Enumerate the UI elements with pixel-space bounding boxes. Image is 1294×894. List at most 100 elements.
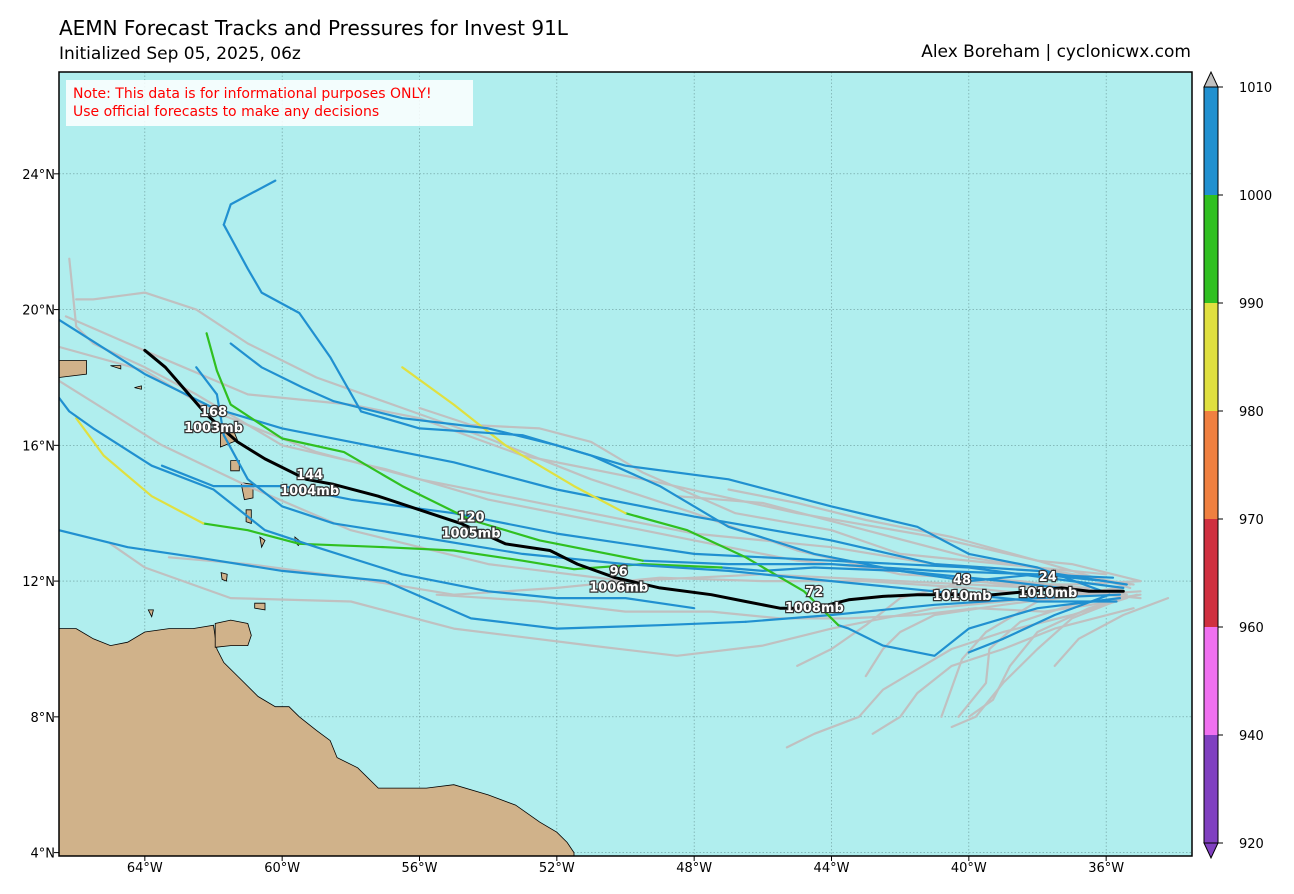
colorbar-label: 920	[1239, 837, 1264, 852]
x-tick-label: 48°W	[676, 861, 712, 876]
chart-subtitle: Initialized Sep 05, 2025, 06z	[59, 44, 301, 64]
disclaimer-background	[66, 80, 473, 126]
land-polygon	[110, 365, 122, 370]
member-track-gray	[675, 495, 1132, 586]
member-track-segment	[202, 522, 723, 571]
axis-ticks: 64°W 60°W 56°W 52°W 48°W 44°W 40°W 36°W 4°N 8°N 12…	[22, 168, 1124, 876]
x-tick-label: 64°W	[127, 861, 163, 876]
x-tick-label: 44°W	[814, 861, 850, 876]
member-track-gray	[167, 556, 1122, 596]
member-track-gray	[796, 579, 1091, 668]
disclaimer-box: Note: This data is for informational pur…	[66, 80, 473, 126]
pressure-label: 1010mb	[1018, 586, 1077, 601]
disclaimer-line-1: Note: This data is for informational pur…	[73, 86, 432, 102]
y-tick-label: 16°N	[22, 439, 55, 454]
land-polygon	[220, 572, 228, 582]
colorbar-segment	[1204, 519, 1218, 627]
member-track-gray	[727, 488, 1142, 583]
pressure-label: 1005mb	[441, 526, 500, 541]
y-tick-label: 12°N	[22, 575, 55, 590]
colorbar-label: 970	[1239, 513, 1264, 528]
member-track-segment	[160, 464, 1125, 590]
colorbar-frame	[1203, 86, 1219, 844]
forecast-hour-label: 144	[296, 468, 323, 483]
land-polygon	[147, 609, 154, 618]
member-track-segment	[59, 529, 747, 630]
x-tick-label: 52°W	[539, 861, 575, 876]
member-track-segment	[624, 512, 840, 627]
forecast-hour-label: 168	[200, 405, 227, 420]
colorbar-segment	[1204, 87, 1218, 195]
member-track-gray	[59, 379, 1142, 600]
forecast-hour-label: 24	[1039, 570, 1057, 585]
member-track-gray	[109, 542, 1142, 657]
member-track-segment	[59, 318, 1128, 586]
member-track-segment	[401, 366, 627, 515]
member-track-segment	[205, 332, 644, 562]
map-frame	[58, 71, 1193, 857]
mean-track	[143, 348, 1125, 610]
colorbar-over-arrow	[1203, 70, 1219, 88]
y-tick-label: 24°N	[22, 168, 55, 183]
gridlines	[59, 72, 1192, 856]
member-track-segment	[215, 393, 1118, 603]
land-polygon	[254, 602, 266, 611]
pressure-label: 1010mb	[932, 589, 991, 604]
member-track-segment	[59, 396, 696, 610]
y-tick-label: 4°N	[31, 847, 56, 862]
x-tick-label: 60°W	[264, 861, 300, 876]
member-track-segment	[967, 593, 1111, 654]
pressure-label: 1004mb	[280, 484, 339, 499]
colored-member-tracks	[59, 179, 1128, 657]
colorbar-label: 980	[1239, 405, 1264, 420]
forecast-hour-label: 48	[953, 573, 971, 588]
forecast-hour-label: 72	[805, 585, 823, 600]
disclaimer-line-2: Use official forecasts to make any decis…	[73, 104, 379, 120]
land-polygon	[214, 619, 252, 648]
colorbar-label: 960	[1239, 621, 1264, 636]
member-track-gray	[418, 406, 1108, 576]
member-track-segment	[75, 417, 205, 525]
mean-track-line	[143, 348, 1125, 610]
colorbar-segment	[1204, 627, 1218, 735]
member-track-segment	[837, 596, 1122, 657]
member-track-gray	[967, 593, 1139, 718]
colorbar-label: 1000	[1239, 189, 1272, 204]
colorbar-segment	[1204, 735, 1218, 843]
land-polygon	[59, 360, 87, 378]
pressure-label: 1008mb	[785, 601, 844, 616]
chart-title: AEMN Forecast Tracks and Pressures for I…	[59, 16, 568, 40]
forecast-hour-label: 96	[610, 565, 628, 580]
colorbar-segment	[1204, 195, 1218, 303]
pressure-colorbar: 920 940 960 970 980 990 1000 1010	[1203, 70, 1272, 860]
y-tick-label: 8°N	[31, 711, 56, 726]
member-track-gray	[1053, 596, 1170, 668]
land-polygon	[59, 624, 575, 856]
member-track-gray	[435, 593, 1115, 620]
colorbar-under-arrow	[1203, 842, 1219, 860]
member-track-segment	[195, 366, 218, 396]
pressure-label: 1006mb	[589, 581, 648, 596]
x-tick-label: 36°W	[1088, 861, 1124, 876]
colorbar-label: 990	[1239, 297, 1264, 312]
member-track-gray	[871, 607, 1135, 735]
member-track-segment	[222, 223, 1091, 593]
y-tick-label: 20°N	[22, 304, 55, 319]
track-labels: 241010mb481010mb721008mb961006mb1201005m…	[183, 404, 1079, 617]
colorbar-label: 940	[1239, 729, 1264, 744]
member-track-segment	[744, 593, 1122, 623]
credit-text: Alex Boreham | cyclonicwx.com	[921, 42, 1191, 62]
land-polygon	[134, 385, 142, 390]
member-track-gray	[785, 596, 1128, 749]
colorbar-label: 1010	[1239, 81, 1272, 96]
colorbar-segment	[1204, 411, 1218, 519]
land-polygon	[259, 536, 266, 549]
x-tick-label: 56°W	[402, 861, 438, 876]
member-track-segment	[222, 179, 277, 226]
member-track-gray	[950, 596, 1125, 729]
x-tick-label: 40°W	[951, 861, 987, 876]
pressure-label: 1003mb	[184, 421, 243, 436]
forecast-hour-label: 120	[457, 510, 484, 525]
colorbar-segment	[1204, 303, 1218, 411]
